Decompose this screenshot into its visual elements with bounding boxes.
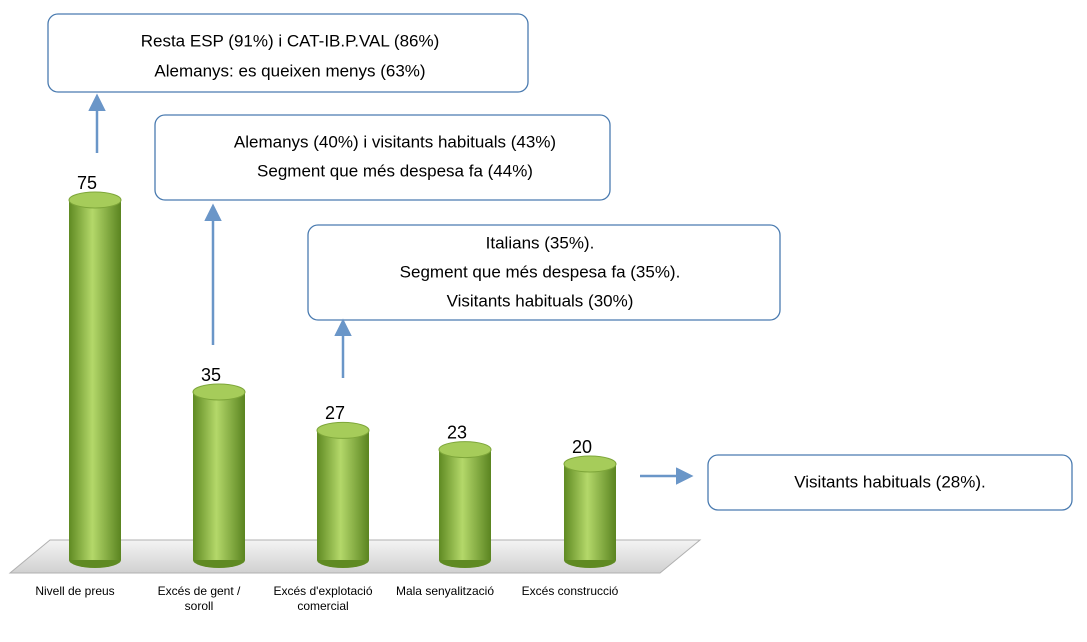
category-label: Excés construcció bbox=[521, 584, 619, 598]
annotation-text: Visitants habituals (28%). bbox=[794, 472, 986, 491]
bar-top bbox=[192, 383, 246, 401]
bar-top bbox=[438, 441, 492, 459]
annotation-box bbox=[154, 114, 611, 201]
bar-body bbox=[564, 464, 616, 560]
bar-top bbox=[563, 455, 617, 473]
annotation-text: Resta ESP (91%) i CAT-IB.P.VAL (86%) bbox=[141, 31, 440, 50]
data-label: 27 bbox=[325, 403, 345, 423]
bar-top bbox=[316, 421, 370, 439]
bar-body bbox=[69, 200, 121, 560]
bar-top bbox=[68, 191, 122, 209]
category-label: Mala senyalització bbox=[395, 584, 495, 598]
annotation-text: Alemanys (40%) i visitants habituals (43… bbox=[234, 132, 556, 151]
category-label: Nivell de preus bbox=[35, 584, 115, 598]
annotation-text: Segment que més despesa fa (44%) bbox=[257, 161, 533, 180]
annotation-box bbox=[307, 224, 781, 321]
data-label: 23 bbox=[447, 422, 467, 442]
data-label: 20 bbox=[572, 437, 592, 457]
category-label: Excés de gent / soroll bbox=[157, 584, 241, 613]
bar bbox=[316, 421, 370, 568]
annotation-text: Visitants habituals (30%) bbox=[447, 291, 634, 310]
bar bbox=[563, 455, 617, 568]
bar-body bbox=[439, 449, 491, 560]
annotation-box bbox=[707, 454, 1073, 511]
bar bbox=[438, 441, 492, 568]
category-label: Excés d'explotació comercial bbox=[273, 584, 373, 613]
bar bbox=[68, 191, 122, 568]
bar bbox=[192, 383, 246, 568]
data-label: 35 bbox=[201, 365, 221, 385]
data-label: 75 bbox=[77, 173, 97, 193]
annotation-text: Alemanys: es queixen menys (63%) bbox=[154, 61, 425, 80]
bar-body bbox=[193, 392, 245, 560]
bar-body bbox=[317, 430, 369, 560]
annotation-text: Segment que més despesa fa (35%). bbox=[400, 262, 681, 281]
annotation-box bbox=[47, 13, 529, 93]
annotation-text: Italians (35%). bbox=[486, 233, 595, 252]
